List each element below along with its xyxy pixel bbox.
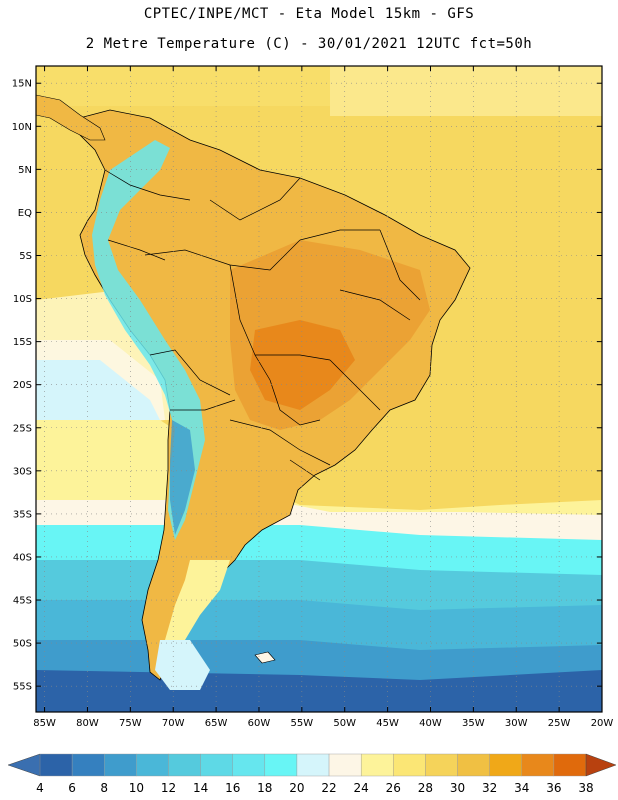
colorbar-label: 38 — [578, 781, 593, 795]
lon-tick-label: 85W — [33, 718, 56, 729]
lat-tick-label: 15N — [12, 79, 32, 90]
patagonia-mild — [165, 560, 230, 660]
colorbar-swatch — [489, 753, 522, 777]
lon-tick-label: 40W — [419, 718, 442, 729]
colorbar-swatch — [104, 753, 137, 777]
very-hot-interior — [250, 320, 355, 410]
colorbar-label: 10 — [129, 781, 144, 795]
colorbar-label: 8 — [100, 781, 108, 795]
colorbar-swatch — [553, 753, 587, 777]
falkland-islands — [254, 651, 276, 664]
lat-tick-label: 5S — [19, 251, 32, 262]
colorbar-label: 16 — [225, 781, 240, 795]
colorbar-label: 32 — [482, 781, 497, 795]
colorbar-swatch — [425, 753, 458, 777]
lat-tick-label: 20S — [13, 380, 32, 391]
pacific-cold-band — [36, 360, 160, 420]
lat-tick-label: 35S — [13, 509, 32, 520]
colorbar-swatch — [521, 753, 555, 777]
colorbar-swatch — [457, 753, 490, 777]
lat-tick-label: 50S — [13, 639, 32, 650]
latitude-axis: 15N 10N 5N EQ 5S 10S 15S 20S 25S 30S 35S 40S 45S 50S 5… — [12, 79, 602, 693]
colorbar-label: 6 — [68, 781, 76, 795]
lon-tick-label: 70W — [162, 718, 185, 729]
colorbar-label: 4 — [36, 781, 44, 795]
tierra-del-fuego — [155, 640, 210, 690]
lon-tick-label: 75W — [119, 718, 142, 729]
colorbar-swatch — [168, 753, 201, 777]
colorbar-swatch — [136, 753, 169, 777]
lat-tick-label: 45S — [13, 596, 32, 607]
colorbar-swatch — [200, 753, 233, 777]
lat-tick-label: 10S — [13, 294, 32, 305]
lat-tick-label: 25S — [13, 423, 32, 434]
lon-tick-label: 30W — [505, 718, 528, 729]
colorbar-low-arrow — [7, 753, 41, 777]
lon-tick-label: 60W — [248, 718, 271, 729]
colorbar-swatch — [71, 753, 105, 777]
lon-tick-label: 20W — [591, 718, 614, 729]
colorbar-swatch — [39, 753, 73, 777]
colorbar-label: 34 — [514, 781, 529, 795]
country-borders — [104, 169, 421, 481]
lat-tick-label: 15S — [13, 337, 32, 348]
lon-tick-label: 35W — [462, 718, 485, 729]
lat-tick-label: 30S — [13, 466, 32, 477]
lon-tick-label: 80W — [76, 718, 99, 729]
north-east-ocean-band — [330, 66, 602, 116]
colorbar-label: 22 — [321, 781, 336, 795]
lat-tick-label: EQ — [18, 208, 32, 219]
title-line-1: CPTEC/INPE/MCT - Eta Model 15km - GFS — [143, 6, 475, 22]
lon-tick-label: 65W — [205, 718, 228, 729]
colorbar-label: 14 — [193, 781, 208, 795]
lat-tick-label: 40S — [13, 552, 32, 563]
south-band-4 — [36, 670, 602, 712]
andes-coldest — [170, 420, 195, 535]
colorbar-label: 26 — [386, 781, 401, 795]
colorbar-swatch — [360, 753, 394, 777]
colorbar-label: 12 — [161, 781, 176, 795]
colorbar-swatch — [296, 753, 330, 777]
colorbar-swatch — [264, 753, 298, 777]
lat-tick-label: 55S — [13, 682, 32, 693]
temperature-field — [36, 66, 602, 712]
central-america-land — [36, 94, 106, 141]
colorbar-high-arrow — [585, 753, 617, 777]
lat-tick-label: 10N — [12, 122, 32, 133]
colorbar: 4 6 8 10 12 14 16 18 20 22 24 26 28 30 32 34 36 38 — [7, 753, 617, 795]
colorbar-swatch — [232, 753, 266, 777]
colorbar-label: 28 — [418, 781, 433, 795]
longitude-axis: 85W 80W 75W 70W 65W 60W 55W 50W 45W 40W 35W 30W 25W 2… — [33, 66, 613, 729]
colorbar-label: 30 — [450, 781, 465, 795]
lon-tick-label: 55W — [291, 718, 314, 729]
title-line-2: 2 Metre Temperature (C) - 30/01/2021 12U… — [85, 36, 533, 52]
colorbar-label: 36 — [546, 781, 561, 795]
lon-tick-label: 25W — [548, 718, 571, 729]
colorbar-swatch — [393, 753, 426, 777]
colorbar-label: 24 — [354, 781, 369, 795]
colorbar-label: 18 — [257, 781, 272, 795]
colorbar-swatch — [328, 753, 362, 777]
lat-tick-label: 5N — [18, 165, 32, 176]
map-frame — [35, 65, 603, 713]
colorbar-label: 20 — [289, 781, 304, 795]
lon-tick-label: 50W — [333, 718, 356, 729]
lon-tick-label: 45W — [376, 718, 399, 729]
